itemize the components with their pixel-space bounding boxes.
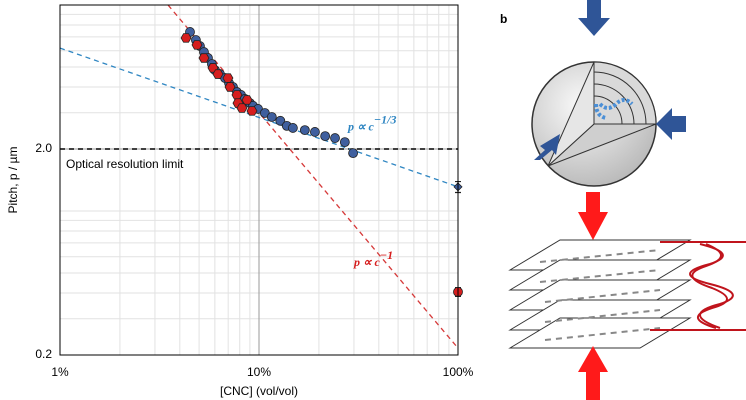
annotation-text: p ∝ c: [347, 119, 375, 133]
layer-stack-diagram: [508, 192, 746, 400]
data-point: [339, 137, 350, 148]
data-point: [266, 112, 277, 122]
data-point: [310, 127, 320, 137]
data-point: [287, 123, 298, 133]
data-point: [246, 106, 258, 116]
x-tick-label: 100%: [443, 365, 474, 379]
data-point: [320, 131, 331, 142]
data-point: [224, 82, 236, 92]
annotation: p ∝ c−1: [353, 248, 393, 269]
data-point: [198, 53, 210, 63]
x-tick-label: 1%: [51, 365, 69, 379]
data-point: [222, 73, 234, 83]
panel-label: b: [500, 12, 507, 26]
x-axis-label: [CNC] (vol/vol): [220, 384, 298, 398]
data-point: [299, 125, 310, 136]
fit-line: [60, 47, 458, 188]
data-point: [275, 115, 286, 126]
annotation-text: p ∝ c: [353, 255, 381, 269]
data-point: [236, 103, 248, 113]
data-point: [348, 148, 358, 159]
annotation-exponent: −1/3: [374, 112, 397, 126]
y-tick-label: 0.2: [35, 347, 52, 361]
y-tick-label: 2.0: [35, 141, 52, 155]
plot-frame: [59, 4, 459, 356]
data-point: [212, 69, 224, 79]
data-point: [330, 133, 340, 143]
annotation-exponent: −1: [380, 248, 393, 262]
x-tick-label: 10%: [247, 365, 271, 379]
y-axis-label: Pitch, p / µm: [6, 147, 20, 214]
sphere-diagram: [531, 0, 686, 187]
data-point: [241, 95, 253, 105]
data-point: [180, 33, 192, 43]
plot-area: 1% 10% 100% 0.2 2.0 Optical resolution limit p…: [35, 4, 474, 379]
data-point: [231, 90, 243, 100]
data-point: [191, 40, 203, 50]
reference-label: Optical resolution limit: [66, 157, 184, 171]
annotation: p ∝ c−1/3: [347, 112, 397, 133]
